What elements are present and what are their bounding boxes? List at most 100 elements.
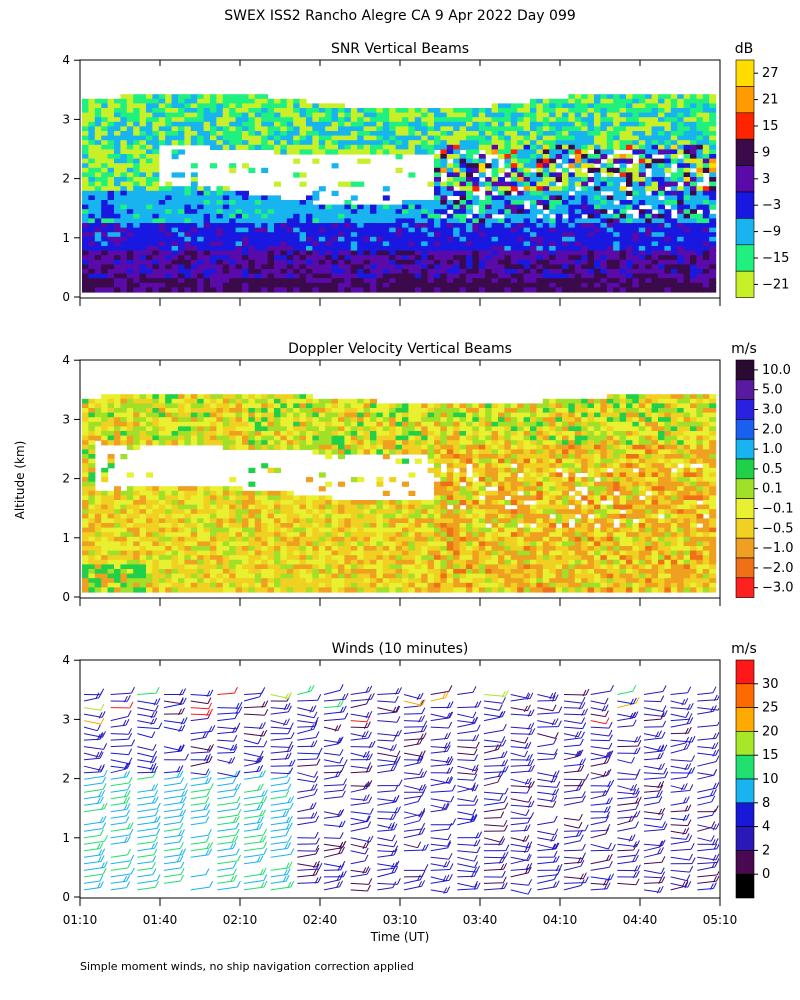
heatmap-cell — [293, 200, 301, 206]
heatmap-cell — [101, 223, 109, 229]
heatmap-cell — [101, 131, 109, 137]
heatmap-cell — [658, 94, 665, 100]
heatmap-cell — [114, 227, 121, 233]
heatmap-cell — [210, 431, 217, 437]
heatmap-cell — [491, 209, 499, 215]
heatmap-cell — [370, 204, 377, 210]
heatmap-cell — [139, 527, 147, 533]
heatmap-cell — [178, 204, 185, 210]
heatmap-cell — [466, 241, 473, 247]
heatmap-cell — [370, 108, 377, 114]
heatmap-cell — [459, 163, 467, 169]
heatmap-cell — [158, 394, 166, 400]
heatmap-cell — [222, 126, 230, 132]
heatmap-cell — [370, 264, 377, 270]
heatmap-cell — [126, 495, 134, 501]
heatmap-cell — [523, 135, 531, 141]
heatmap-cell — [107, 490, 115, 496]
heatmap-cell — [568, 103, 576, 109]
heatmap-cell — [690, 126, 697, 132]
heatmap-cell — [280, 394, 288, 400]
heatmap-cell — [542, 135, 550, 141]
heatmap-cell — [158, 223, 166, 229]
heatmap-cell — [114, 213, 121, 219]
heatmap-cell — [440, 278, 448, 284]
heatmap-cell — [306, 587, 313, 593]
heatmap-cell — [242, 394, 249, 400]
heatmap-cell — [427, 223, 435, 229]
heatmap-cell — [619, 282, 627, 288]
heatmap-cell — [286, 587, 294, 593]
heatmap-cell — [498, 259, 505, 265]
heatmap-cell — [274, 573, 281, 579]
heatmap-cell — [683, 135, 691, 141]
heatmap-cell — [651, 177, 659, 183]
heatmap-cell — [139, 403, 147, 409]
heatmap-cell — [152, 98, 160, 104]
heatmap-cell — [664, 135, 672, 141]
heatmap-cell — [101, 546, 109, 552]
heatmap-cell — [702, 223, 710, 229]
heatmap-cell — [235, 103, 243, 109]
heatmap-cell — [216, 513, 224, 519]
heatmap-cell — [216, 398, 224, 404]
heatmap-cell — [190, 527, 198, 533]
heatmap-cell — [101, 232, 109, 238]
heatmap-cell — [638, 108, 646, 114]
heatmap-cell — [114, 190, 121, 196]
heatmap-cell — [165, 273, 173, 279]
heatmap-cell — [370, 273, 377, 279]
heatmap-cell — [152, 131, 160, 137]
heatmap-cell — [568, 98, 576, 104]
heatmap-cell — [210, 163, 217, 169]
heatmap-cell — [254, 504, 262, 510]
heatmap-cell — [299, 513, 307, 519]
heatmap-cell — [178, 98, 185, 104]
heatmap-cell — [466, 135, 473, 141]
heatmap-cell — [158, 532, 166, 538]
colorbar-swatch — [735, 244, 755, 272]
heatmap-cell — [574, 112, 582, 118]
heatmap-cell — [88, 564, 96, 570]
heatmap-cell — [338, 278, 345, 284]
heatmap-cell — [120, 490, 128, 496]
heatmap-cell — [306, 578, 313, 584]
heatmap-cell — [600, 140, 608, 146]
heatmap-cell — [312, 421, 320, 427]
heatmap-cell — [690, 269, 697, 275]
heatmap-cell — [114, 408, 121, 414]
heatmap-cell — [325, 117, 333, 123]
heatmap-cell — [619, 131, 627, 137]
heatmap-cell — [222, 236, 230, 242]
heatmap-cell — [146, 490, 153, 496]
heatmap-cell — [338, 269, 345, 275]
heatmap-cell — [126, 444, 134, 450]
heatmap-cell — [210, 546, 217, 552]
heatmap-cell — [274, 500, 281, 506]
heatmap-cell — [293, 112, 301, 118]
heatmap-cell — [453, 241, 461, 247]
heatmap-cell — [203, 131, 211, 137]
heatmap-cell — [274, 135, 281, 141]
heatmap-cell — [171, 112, 179, 118]
heatmap-cell — [107, 273, 115, 279]
heatmap-cell — [619, 121, 627, 127]
heatmap-cell — [331, 140, 339, 146]
heatmap-cell — [171, 241, 179, 247]
heatmap-cell — [152, 559, 160, 565]
heatmap-cell — [120, 108, 128, 114]
heatmap-cell — [178, 287, 185, 293]
heatmap-cell — [94, 504, 102, 510]
heatmap-cell — [114, 421, 121, 427]
heatmap-cell — [203, 287, 211, 293]
heatmap-cell — [581, 195, 589, 201]
heatmap-cell — [306, 444, 313, 450]
heatmap-cell — [261, 236, 269, 242]
heatmap-cell — [446, 236, 454, 242]
heatmap-cell — [549, 158, 557, 164]
heatmap-cell — [709, 273, 717, 279]
heatmap-cell — [651, 236, 659, 242]
heatmap-cell — [261, 500, 269, 506]
heatmap-cell — [146, 149, 153, 155]
heatmap-cell — [94, 408, 102, 414]
